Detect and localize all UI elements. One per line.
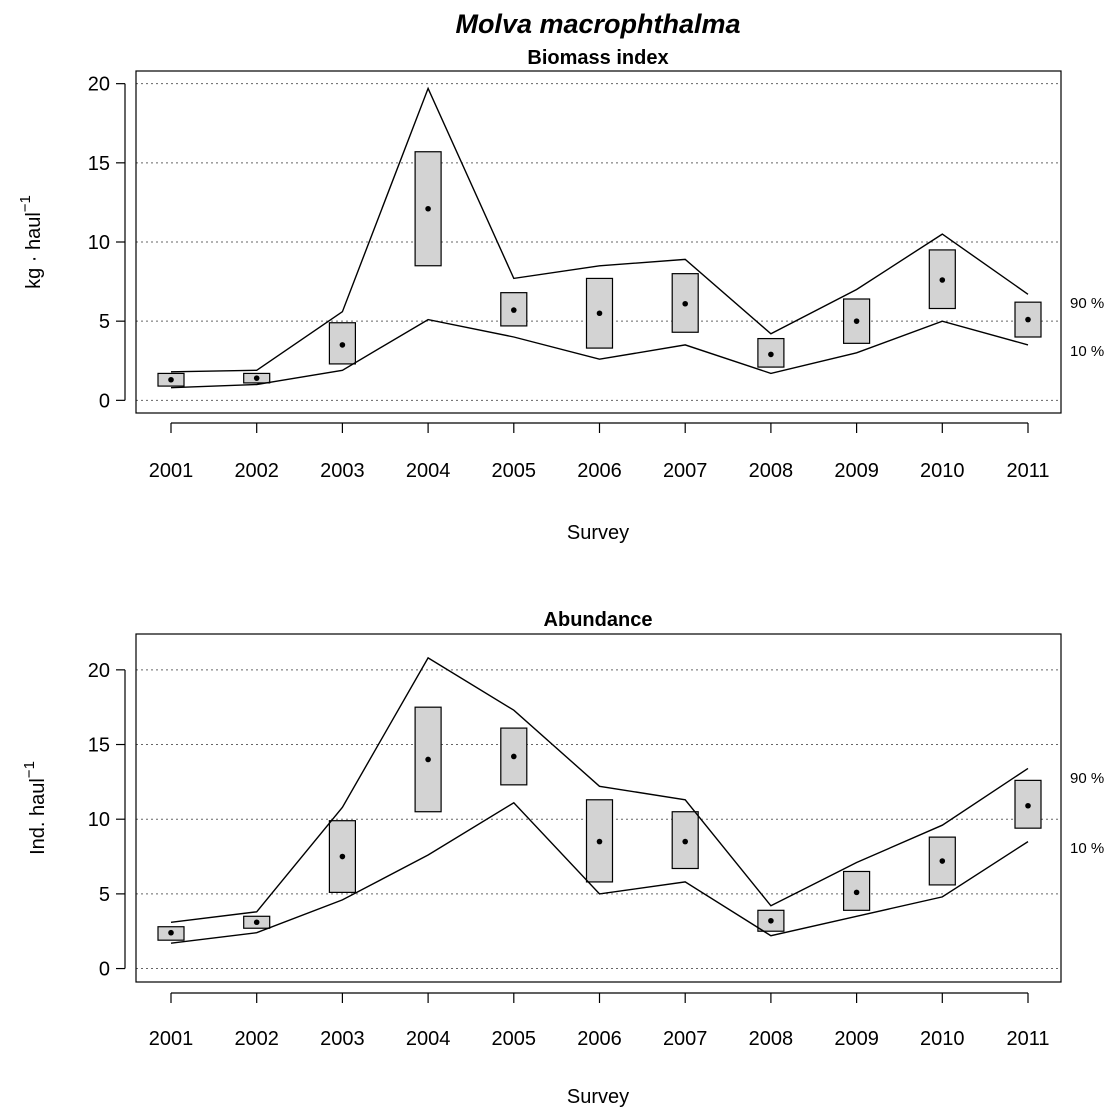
panel-abundance-grid — [136, 669, 1061, 970]
panel-biomass-x-axis: 2001 2002 2003 2004 2005 2006 2007 2008 2009 2010… — [149, 422, 1050, 482]
panel-abundance-y-label: Ind. haul−1 — [21, 761, 49, 855]
biomass-x-tick-label: 2007 — [663, 460, 708, 482]
biomass-x-tick-label: 2010 — [920, 460, 965, 482]
panel-biomass-x-label: Survey — [567, 522, 629, 544]
biomass-y-tick-label: 20 — [88, 74, 110, 96]
biomass-mean-point — [168, 376, 174, 383]
panel-biomass-y-label-text: kg · haul — [23, 212, 45, 289]
biomass-series-line-p10 — [170, 318, 1029, 389]
biomass-mean-point — [853, 318, 860, 324]
panel-abundance-y-axis: 0 5 10 15 20 — [88, 660, 126, 981]
chart-main-title: Molva macrophthalma — [455, 9, 740, 39]
abundance-series-line-p10 — [170, 801, 1029, 944]
panel-biomass-grid — [136, 83, 1061, 401]
biomass-mean-point — [939, 277, 946, 283]
panel-abundance-frame — [135, 633, 1062, 983]
biomass-x-tick-label: 2011 — [1006, 460, 1049, 482]
biomass-mean-point — [253, 375, 260, 381]
abundance-y-tick-label: 10 — [88, 809, 110, 831]
abundance-mean-point — [1025, 802, 1031, 809]
biomass-series-label: 10 % — [1070, 343, 1104, 360]
biomass-mean-point — [425, 205, 431, 212]
panel-biomass-y-axis: 0 5 10 15 20 — [88, 74, 126, 412]
abundance-x-tick-label: 2010 — [920, 1028, 965, 1050]
panel-biomass-series-labels: 90 % 10 % — [1070, 295, 1104, 360]
biomass-y-tick-label: 10 — [88, 232, 110, 254]
abundance-x-tick-label: 2004 — [406, 1028, 451, 1050]
abundance-mean-point — [853, 889, 860, 896]
panel-abundance-x-axis: 2001 2002 2003 2004 2005 2006 2007 2008 2009 2010… — [149, 992, 1050, 1050]
panel-abundance-title: Abundance — [544, 609, 653, 631]
abundance-mean-point — [168, 929, 174, 936]
abundance-mean-point — [511, 753, 517, 760]
abundance-y-tick-label: 0 — [99, 959, 110, 981]
abundance-y-tick-label: 15 — [88, 735, 110, 757]
abundance-x-tick-label: 2007 — [663, 1028, 708, 1050]
biomass-x-tick-label: 2006 — [577, 460, 622, 482]
biomass-series-line-p90 — [170, 86, 1029, 373]
abundance-x-tick-label: 2003 — [320, 1028, 365, 1050]
panel-abundance-y-label-text: Ind. haul — [27, 778, 49, 855]
panel-abundance-x-label: Survey — [567, 1086, 629, 1108]
biomass-mean-point — [1025, 316, 1031, 323]
panel-biomass-y-label: kg · haul−1 — [17, 195, 45, 289]
biomass-mean-point — [511, 307, 517, 313]
panel-biomass-title: Biomass index — [527, 47, 668, 69]
abundance-mean-point — [939, 858, 946, 864]
abundance-mean-point — [253, 919, 260, 926]
biomass-ci-box — [1014, 301, 1042, 338]
abundance-mean-point — [768, 917, 774, 924]
abundance-ci-box — [1014, 779, 1042, 829]
panel-abundance-boxes — [157, 706, 1042, 941]
abundance-mean-point — [339, 853, 346, 860]
abundance-series-line-p90 — [170, 656, 1029, 923]
abundance-series-label: 10 % — [1070, 840, 1104, 857]
biomass-mean-point — [339, 342, 346, 348]
biomass-x-tick-label: 2009 — [834, 460, 879, 482]
panel-biomass-y-label-sup: −1 — [17, 195, 34, 212]
biomass-y-tick-label: 0 — [99, 390, 110, 412]
panel-abundance-series-labels: 90 % 10 % — [1070, 770, 1104, 857]
abundance-x-tick-label: 2009 — [834, 1028, 879, 1050]
abundance-series-label: 90 % — [1070, 770, 1104, 787]
abundance-mean-point — [596, 838, 603, 845]
panel-biomass-points — [168, 205, 1031, 383]
abundance-x-tick-label: 2008 — [749, 1028, 794, 1050]
biomass-mean-point — [596, 310, 603, 317]
panel-biomass-lines — [170, 86, 1029, 389]
panel-abundance-lines — [170, 656, 1029, 944]
abundance-mean-point — [425, 756, 431, 763]
biomass-mean-point — [682, 300, 688, 307]
abundance-y-tick-label: 5 — [99, 884, 110, 906]
biomass-x-tick-label: 2001 — [149, 460, 194, 482]
biomass-x-tick-label: 2004 — [406, 460, 451, 482]
panel-biomass-boxes — [157, 151, 1042, 387]
biomass-x-tick-label: 2008 — [749, 460, 794, 482]
panel-biomass-frame — [135, 70, 1062, 414]
abundance-x-tick-label: 2002 — [234, 1028, 279, 1050]
abundance-mean-point — [682, 838, 688, 845]
abundance-x-tick-label: 2005 — [492, 1028, 537, 1050]
biomass-y-tick-label: 5 — [99, 311, 110, 333]
panel-abundance-points — [168, 753, 1031, 936]
biomass-y-tick-label: 15 — [88, 153, 110, 175]
biomass-mean-point — [768, 351, 774, 358]
biomass-x-tick-label: 2002 — [234, 460, 279, 482]
panel-abundance-y-label-sup: −1 — [21, 761, 38, 778]
biomass-x-tick-label: 2005 — [492, 460, 537, 482]
biomass-series-label: 90 % — [1070, 295, 1104, 312]
abundance-x-tick-label: 2006 — [577, 1028, 622, 1050]
biomass-x-tick-label: 2003 — [320, 460, 365, 482]
abundance-y-tick-label: 20 — [88, 660, 110, 682]
abundance-x-tick-label: 2011 — [1006, 1028, 1049, 1050]
abundance-x-tick-label: 2001 — [149, 1028, 194, 1050]
